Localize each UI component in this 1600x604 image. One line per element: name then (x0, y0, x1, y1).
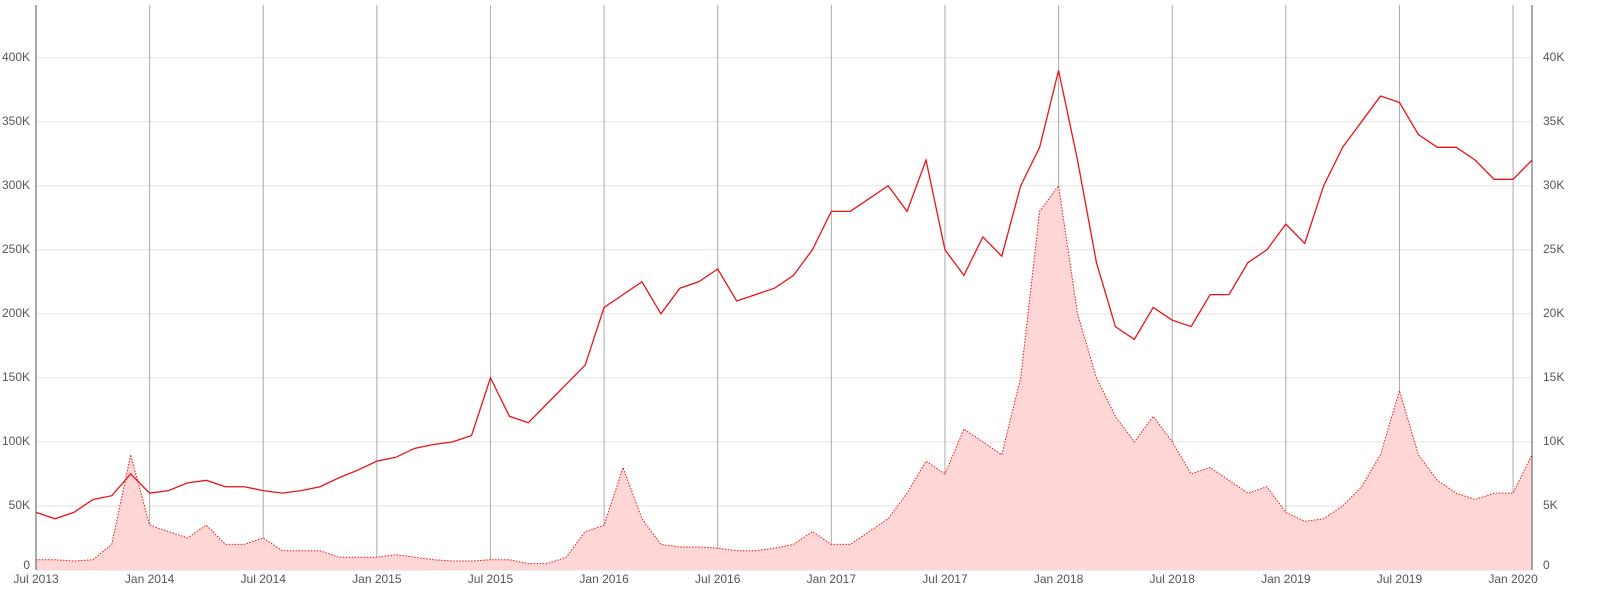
x-tick-label: Jan 2017 (807, 572, 857, 586)
y2-tick-label: 30K (1543, 178, 1564, 192)
x-tick-label: Jan 2018 (1034, 572, 1084, 586)
x-tick-label: Jan 2016 (579, 572, 629, 586)
x-tick-label: Jul 2016 (695, 572, 741, 586)
y-tick-label: 0 (23, 558, 30, 572)
x-tick-label: Jul 2014 (241, 572, 287, 586)
x-tick-label: Jan 2014 (125, 572, 175, 586)
x-tick-label: Jan 2019 (1261, 572, 1311, 586)
area-outline (36, 184, 1533, 565)
line (35, 70, 1533, 520)
y-tick-label: 400K (2, 50, 30, 64)
y2-tick-label: 15K (1543, 370, 1564, 384)
x-tick-label: Jul 2015 (468, 572, 514, 586)
y-tick-label: 250K (2, 242, 30, 256)
y2-tick-label: 35K (1543, 114, 1564, 128)
y-tick-label: 150K (2, 370, 30, 384)
x-tick-label: Jul 2013 (13, 572, 59, 586)
y-tick-label: 50K (9, 498, 30, 512)
y-tick-label: 100K (2, 434, 30, 448)
y-tick-label: 200K (2, 306, 30, 320)
y2-tick-label: 5K (1543, 498, 1558, 512)
x-tick-label: Jul 2019 (1377, 572, 1423, 586)
y2-tick-label: 20K (1543, 306, 1564, 320)
y2-tick-label: 10K (1543, 434, 1564, 448)
x-tick-label: Jul 2017 (922, 572, 968, 586)
x-tick-label: Jan 2020 (1488, 572, 1538, 586)
y2-tick-label: 40K (1543, 50, 1564, 64)
y-tick-label: 350K (2, 114, 30, 128)
x-tick-label: Jul 2018 (1150, 572, 1196, 586)
y2-tick-label: 25K (1543, 242, 1564, 256)
area (36, 185, 1532, 570)
y2-tick-label: 0 (1543, 558, 1550, 572)
y-tick-label: 300K (2, 178, 30, 192)
x-tick-label: Jan 2015 (352, 572, 402, 586)
